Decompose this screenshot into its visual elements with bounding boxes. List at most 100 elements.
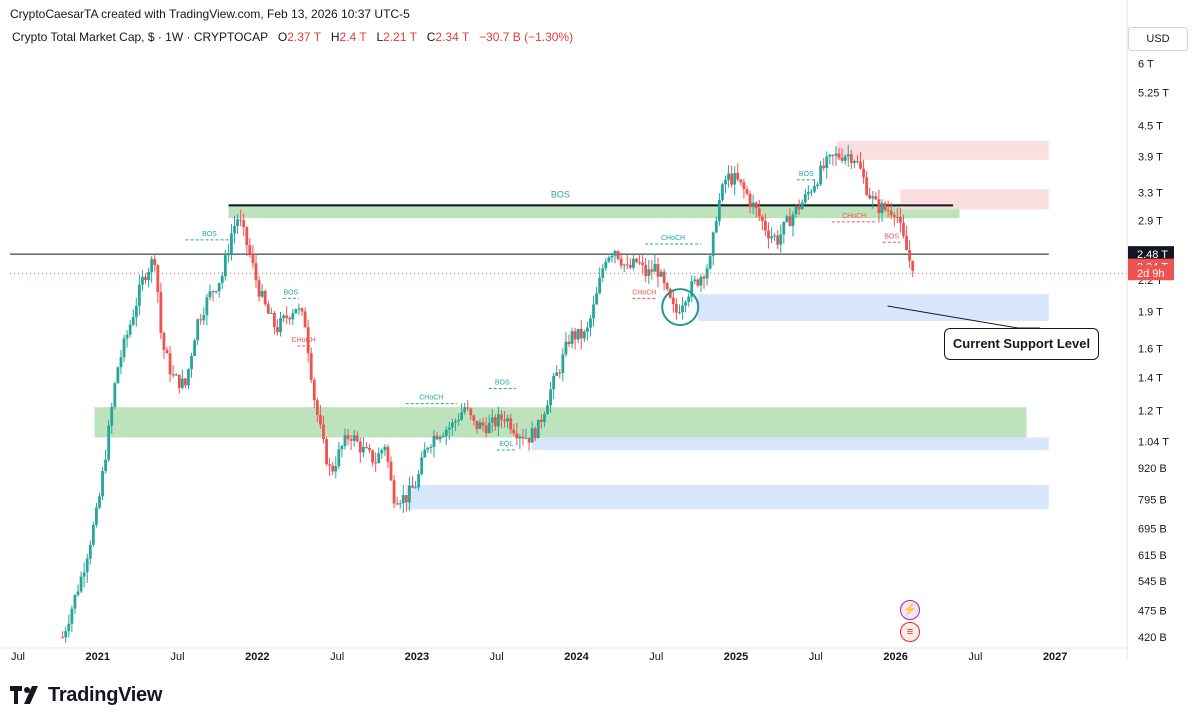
y-tick-label: 1.2 T [1138, 406, 1163, 418]
candle [877, 199, 881, 214]
candle [852, 160, 856, 164]
candle [561, 354, 565, 373]
candle [171, 374, 175, 376]
candle [693, 279, 697, 282]
candle [782, 221, 786, 235]
candle [607, 257, 611, 262]
candle [659, 271, 663, 277]
x-tick-label: 2023 [405, 651, 429, 663]
choch-marker: CHoCH [842, 213, 866, 220]
candle [708, 256, 712, 269]
candle [303, 311, 307, 328]
candle [822, 165, 826, 169]
candle [202, 315, 206, 321]
candle [475, 420, 479, 429]
candle [472, 415, 476, 421]
candle [420, 457, 424, 475]
open-label: O [277, 30, 288, 44]
candle [662, 271, 666, 284]
candle [889, 210, 893, 216]
candle [67, 623, 71, 632]
x-tick-label: Jul [649, 651, 663, 663]
tradingview-brand[interactable]: TradingView [10, 682, 162, 708]
candle [131, 317, 135, 325]
candle [208, 291, 212, 298]
candle [141, 277, 144, 285]
candle [322, 424, 325, 440]
currency-button[interactable]: USD [1128, 27, 1188, 51]
candle [466, 407, 470, 409]
candle [874, 196, 878, 200]
us-flag-event-icon[interactable]: ≡ [900, 622, 920, 642]
candle [88, 544, 92, 559]
candle [500, 414, 503, 420]
candle [745, 189, 749, 194]
y-tick-label: 615 B [1138, 550, 1167, 562]
candle [518, 436, 522, 439]
candle [776, 235, 780, 245]
candle [257, 280, 261, 297]
demand-zone [94, 407, 1027, 438]
candle [392, 480, 396, 504]
candle [435, 435, 439, 440]
candle [389, 461, 393, 481]
candle [266, 304, 270, 314]
candle [837, 153, 841, 158]
candle [840, 157, 844, 161]
candles-layer [61, 144, 915, 643]
candle [454, 421, 457, 423]
candle [300, 308, 304, 312]
open-value: 2.37 T [287, 30, 321, 44]
y-tick-label: 1.04 T [1138, 437, 1169, 449]
symbol-title[interactable]: Crypto Total Market Cap, $ · 1W · CRYPTO… [12, 30, 268, 44]
candle [521, 436, 525, 439]
candle [767, 230, 770, 239]
candle [239, 219, 243, 221]
price-label-bg [1128, 246, 1174, 262]
candle [638, 262, 641, 264]
price-label-bg [1128, 265, 1174, 281]
candle [383, 446, 387, 451]
candle [721, 184, 724, 200]
y-tick-label: 920 B [1138, 463, 1167, 475]
candle [113, 383, 117, 407]
candle [279, 318, 282, 333]
candle [263, 291, 267, 305]
candle [128, 324, 132, 335]
candle [107, 425, 111, 460]
candle [628, 264, 632, 268]
candle [371, 450, 374, 463]
candle [582, 331, 586, 339]
candle [748, 193, 752, 206]
candle [153, 259, 157, 266]
bos-main-label: BOS [551, 189, 570, 199]
candle [478, 422, 482, 429]
bos-marker: BOS [283, 289, 298, 296]
candle [196, 319, 200, 341]
high-value: 2.4 T [339, 30, 367, 44]
candle [576, 328, 580, 340]
candle [91, 524, 95, 545]
choch-marker: CHoCH [661, 235, 685, 242]
high-label: H [330, 30, 340, 44]
candle [665, 283, 669, 289]
lightning-event-icon[interactable]: ⚡ [900, 600, 920, 620]
y-tick-label: 1.6 T [1138, 344, 1163, 356]
candle [205, 297, 209, 316]
candle [70, 608, 74, 624]
candle [411, 485, 414, 488]
candle [770, 236, 773, 239]
candle [733, 173, 737, 185]
price-label: 2d 9h [1137, 268, 1165, 280]
candle [883, 203, 887, 210]
lines-layer: BOS [10, 189, 1127, 274]
y-tick-label: 1.9 T [1138, 307, 1163, 319]
candle [426, 447, 430, 450]
candle [187, 369, 190, 386]
candle [586, 327, 589, 332]
choch-marker: CHoCH [419, 395, 443, 402]
candle [635, 258, 638, 263]
bos-marker: BOS [495, 380, 510, 387]
candle [843, 156, 847, 161]
